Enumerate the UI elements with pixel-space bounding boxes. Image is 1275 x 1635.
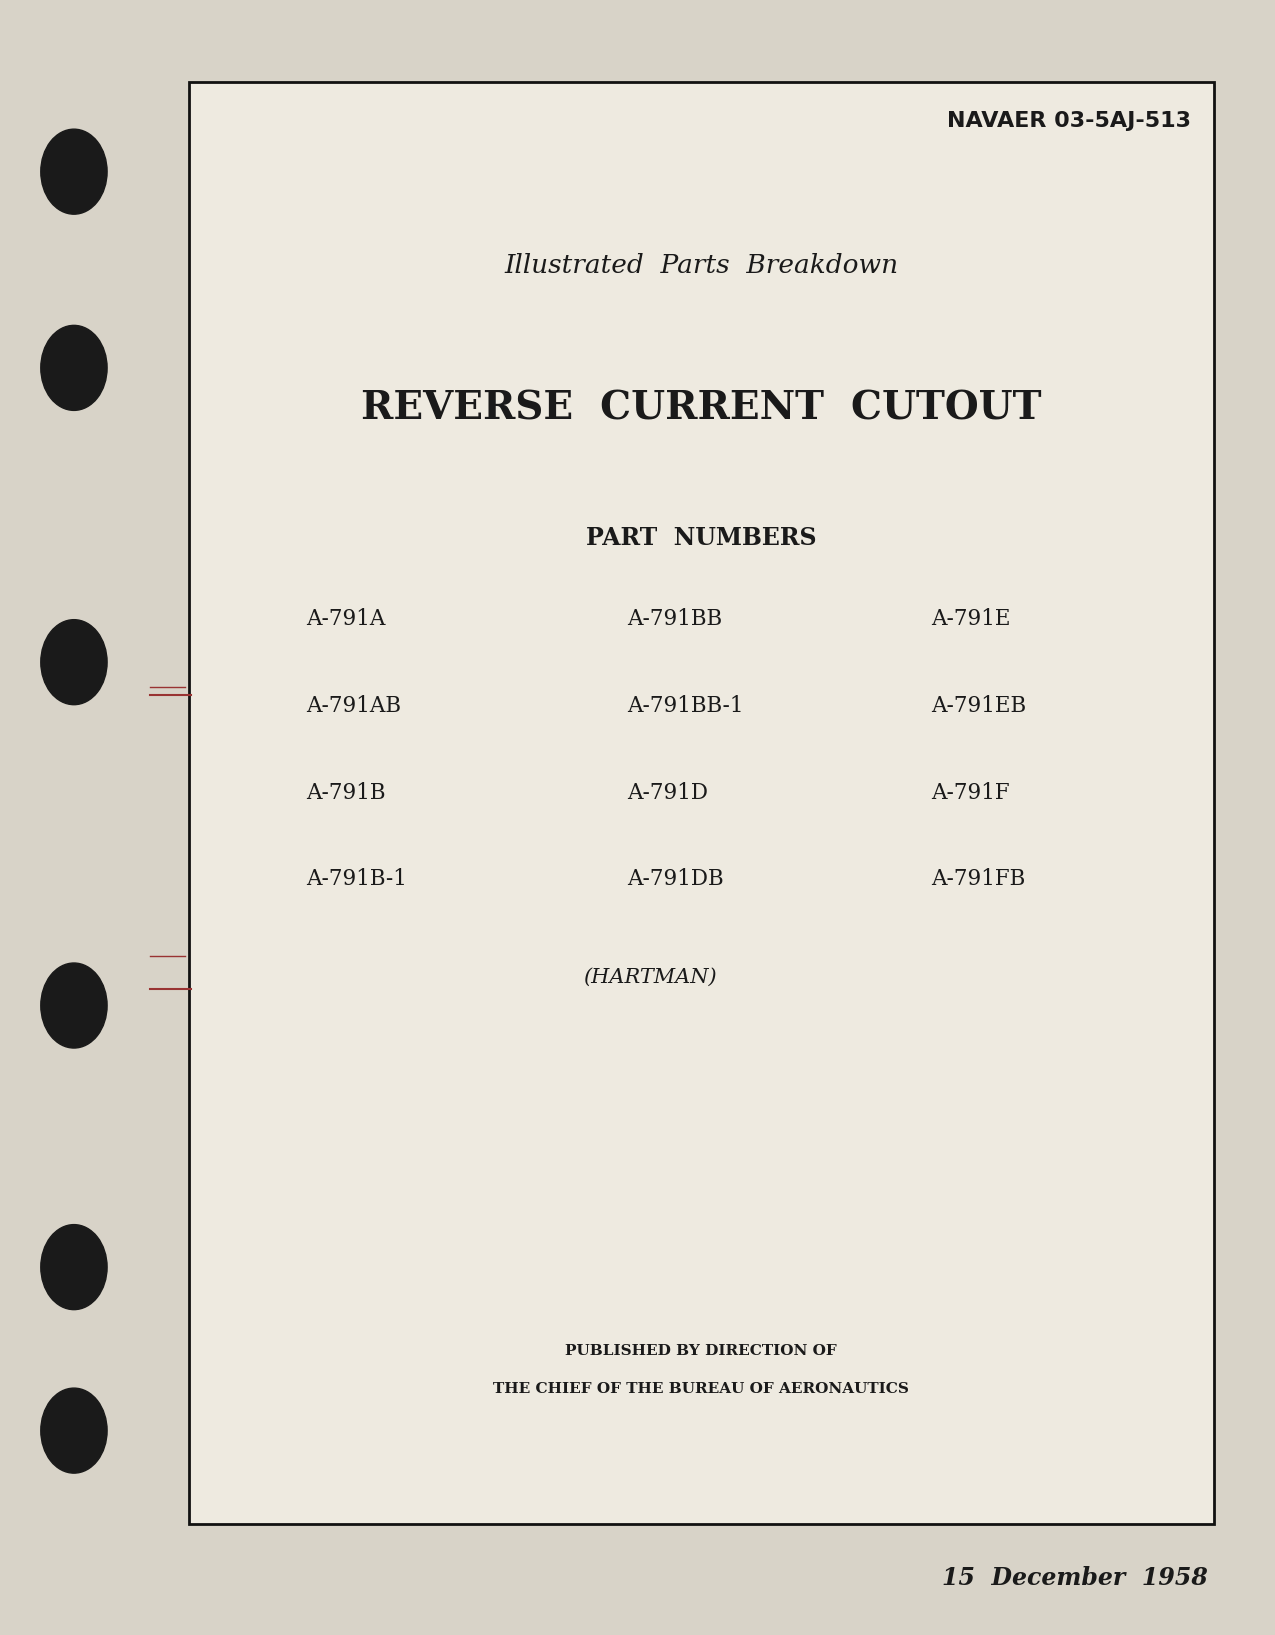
Text: THE CHIEF OF THE BUREAU OF AERONAUTICS: THE CHIEF OF THE BUREAU OF AERONAUTICS	[493, 1382, 909, 1396]
Text: A-791FB: A-791FB	[931, 868, 1025, 889]
Text: 15  December  1958: 15 December 1958	[941, 1566, 1207, 1591]
Text: A-791DB: A-791DB	[627, 868, 724, 889]
Circle shape	[41, 1388, 107, 1473]
FancyBboxPatch shape	[189, 82, 1214, 1524]
Text: REVERSE  CURRENT  CUTOUT: REVERSE CURRENT CUTOUT	[361, 389, 1042, 427]
Text: A-791A: A-791A	[306, 608, 385, 629]
Text: A-791D: A-791D	[627, 782, 709, 803]
Text: Illustrated  Parts  Breakdown: Illustrated Parts Breakdown	[504, 253, 899, 278]
Text: PART  NUMBERS: PART NUMBERS	[586, 526, 816, 551]
Text: A-791B-1: A-791B-1	[306, 868, 407, 889]
Circle shape	[41, 620, 107, 705]
Text: A-791BB-1: A-791BB-1	[627, 695, 743, 716]
Text: A-791EB: A-791EB	[931, 695, 1026, 716]
Text: (HARTMAN): (HARTMAN)	[584, 968, 717, 988]
Circle shape	[41, 129, 107, 214]
Circle shape	[41, 325, 107, 410]
Text: NAVAER 03-5AJ-513: NAVAER 03-5AJ-513	[947, 111, 1191, 131]
Circle shape	[41, 1225, 107, 1310]
Text: A-791BB: A-791BB	[627, 608, 723, 629]
Text: A-791F: A-791F	[931, 782, 1010, 803]
Text: A-791AB: A-791AB	[306, 695, 402, 716]
Text: A-791E: A-791E	[931, 608, 1010, 629]
Text: A-791B: A-791B	[306, 782, 385, 803]
Text: PUBLISHED BY DIRECTION OF: PUBLISHED BY DIRECTION OF	[565, 1344, 838, 1359]
Circle shape	[41, 963, 107, 1048]
